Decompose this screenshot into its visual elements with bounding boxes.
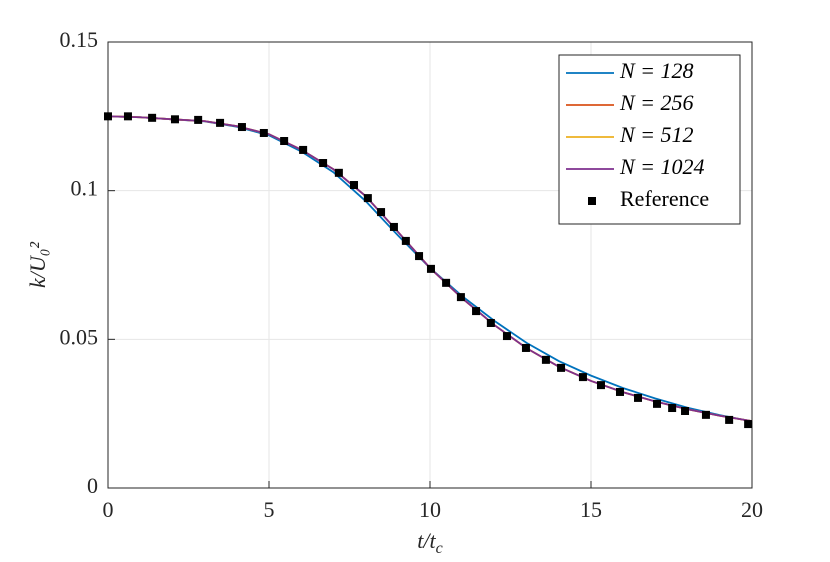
reference-point bbox=[377, 208, 386, 217]
reference-point bbox=[615, 387, 624, 396]
y-tick-label: 0 bbox=[87, 473, 98, 498]
x-tick-label: 20 bbox=[741, 497, 763, 522]
reference-point bbox=[634, 393, 643, 402]
reference-point bbox=[653, 399, 662, 408]
legend-label: N = 512 bbox=[619, 122, 694, 147]
legend-box bbox=[558, 54, 741, 225]
plot-frame bbox=[107, 41, 753, 489]
reference-point bbox=[415, 252, 424, 261]
reference-point bbox=[502, 332, 511, 341]
reference-point bbox=[299, 145, 308, 154]
y-tick-label: 0.05 bbox=[60, 324, 99, 349]
reference-point bbox=[442, 278, 451, 287]
x-axis-label-sub: c bbox=[436, 540, 443, 557]
reference-point bbox=[216, 118, 225, 127]
reference-point bbox=[123, 112, 132, 121]
reference-point bbox=[259, 128, 268, 137]
x-tick-label: 15 bbox=[580, 497, 602, 522]
reference-point bbox=[350, 181, 359, 190]
reference-point bbox=[389, 222, 398, 231]
legend-label: N = 128 bbox=[619, 58, 694, 83]
legend-label: N = 256 bbox=[619, 90, 694, 115]
x-tick-label: 5 bbox=[264, 497, 275, 522]
reference-point bbox=[668, 404, 677, 413]
x-axis-label: t/tc bbox=[417, 528, 442, 557]
reference-point bbox=[557, 363, 566, 372]
reference-point bbox=[596, 381, 605, 390]
reference-point bbox=[280, 137, 289, 146]
reference-point bbox=[744, 420, 753, 429]
reference-point bbox=[486, 318, 495, 327]
y-tick-label: 0.1 bbox=[71, 176, 99, 201]
reference-point bbox=[237, 123, 246, 132]
reference-point bbox=[725, 415, 734, 424]
reference-point bbox=[456, 293, 465, 302]
reference-point bbox=[148, 113, 157, 122]
reference-point bbox=[401, 236, 410, 245]
reference-point bbox=[681, 406, 690, 415]
reference-point bbox=[363, 194, 372, 203]
reference-point bbox=[578, 373, 587, 382]
legend-label: N = 1024 bbox=[619, 154, 705, 179]
x-axis-label-main: t/t bbox=[417, 528, 436, 553]
reference-point bbox=[472, 307, 481, 316]
legend-marker bbox=[588, 197, 596, 205]
reference-point bbox=[426, 264, 435, 273]
x-tick-label: 0 bbox=[103, 497, 114, 522]
legend-label: Reference bbox=[620, 186, 709, 211]
reference-point bbox=[194, 115, 203, 124]
y-axis-label: k/U₀² bbox=[25, 242, 50, 288]
reference-point bbox=[170, 115, 179, 124]
reference-point bbox=[521, 343, 530, 352]
reference-point bbox=[701, 410, 710, 419]
reference-point bbox=[541, 355, 550, 364]
reference-point bbox=[319, 159, 328, 168]
reference-point bbox=[104, 112, 112, 121]
x-tick-label: 10 bbox=[419, 497, 441, 522]
y-tick-label: 0.15 bbox=[60, 27, 99, 52]
reference-point bbox=[334, 168, 343, 177]
